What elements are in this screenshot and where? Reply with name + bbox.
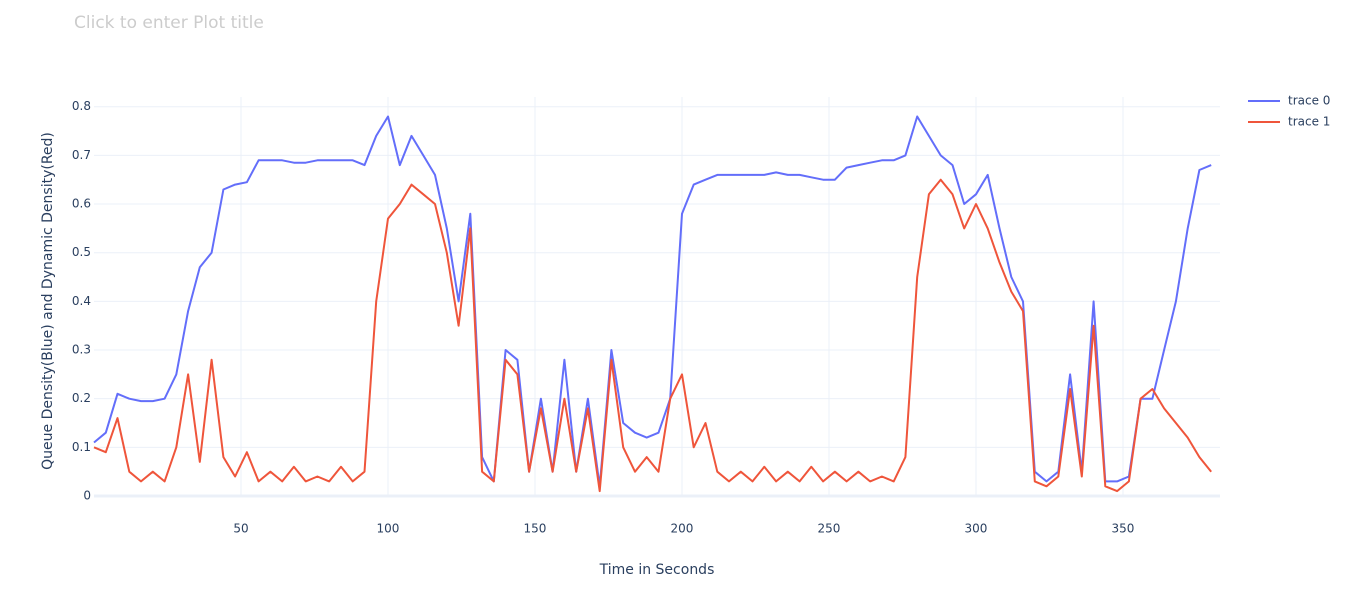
y-tick-label: 0: [83, 489, 91, 503]
y-tick-label: 0.2: [72, 391, 91, 405]
x-tick-label: 100: [377, 522, 400, 536]
x-tick-label: 300: [965, 522, 988, 536]
x-axis-title: Time in Seconds: [599, 562, 715, 578]
x-tick-label: 350: [1112, 522, 1135, 536]
y-tick-label: 0.3: [72, 343, 91, 357]
y-tick-label: 0.6: [72, 197, 91, 211]
x-tick-label: 250: [818, 522, 841, 536]
x-tick-label: 50: [233, 522, 248, 536]
legend-label[interactable]: trace 0: [1288, 94, 1330, 108]
y-tick-label: 0.5: [72, 245, 91, 259]
x-tick-label: 150: [524, 522, 547, 536]
x-tick-label: 200: [671, 522, 694, 536]
y-tick-label: 0.4: [72, 294, 91, 308]
y-axis-title: Queue Density(Blue) and Dynamic Density(…: [40, 132, 56, 470]
line-series: [93, 178, 1212, 493]
y-tick-label: 0.8: [72, 99, 91, 113]
legend-label[interactable]: trace 1: [1288, 115, 1330, 129]
chart-title[interactable]: Click to enter Plot title: [74, 13, 264, 33]
y-tick-label: 0.1: [72, 440, 91, 454]
y-tick-label: 0.7: [72, 148, 91, 162]
